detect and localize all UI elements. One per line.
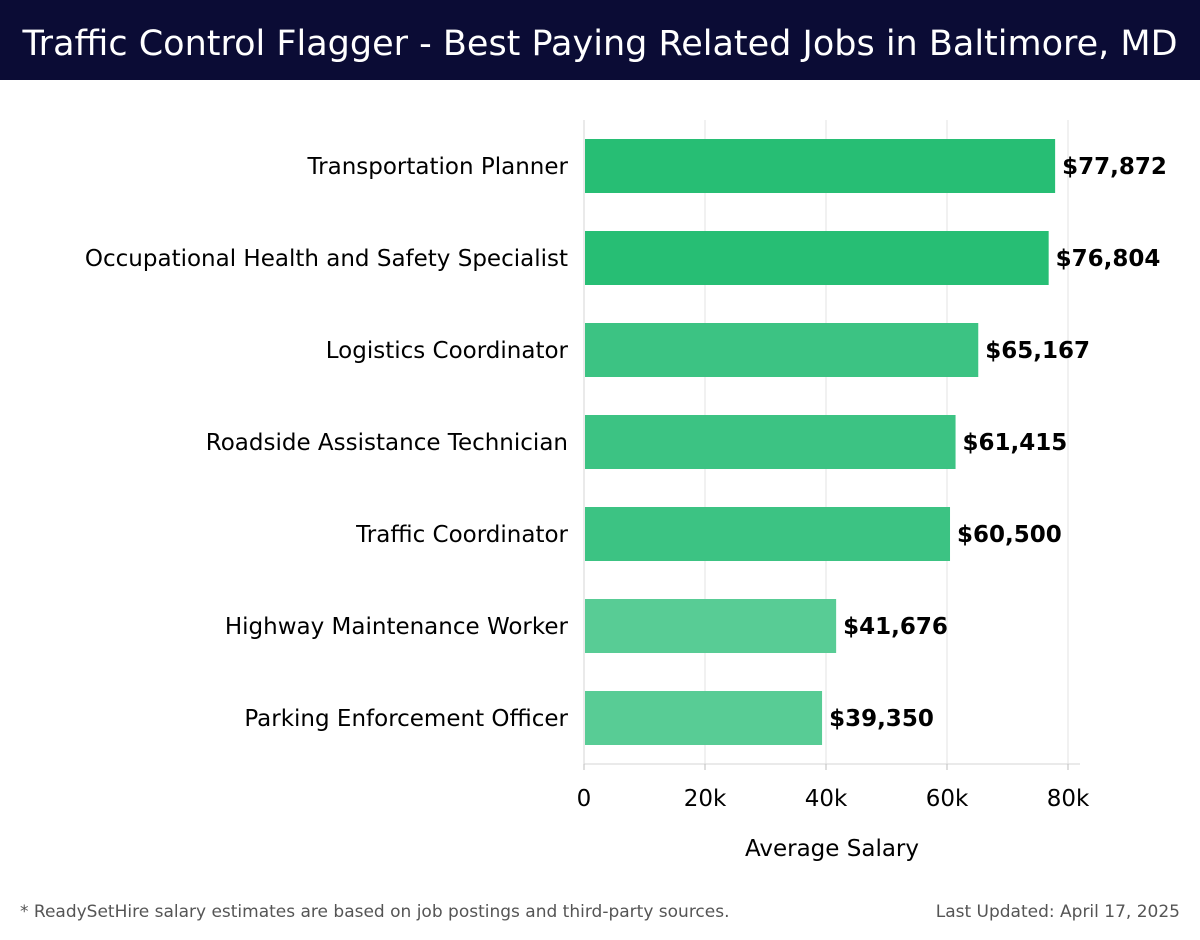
bar <box>585 139 1056 193</box>
x-tick-label: 60k <box>926 786 969 812</box>
value-label: $61,415 <box>963 430 1068 456</box>
bar-chart: Transportation Planner $77,872 Occupationa… <box>85 120 1167 862</box>
category-label: Logistics Coordinator <box>326 338 569 364</box>
x-tick-label: 0 <box>577 786 592 812</box>
category-label: Roadside Assistance Technician <box>206 430 568 456</box>
value-label: $41,676 <box>843 614 948 640</box>
x-axis: 0 20k 40k 60k 80k <box>577 120 1090 812</box>
category-label: Transportation Planner <box>306 154 568 180</box>
bar <box>585 691 823 745</box>
value-label: $76,804 <box>1056 246 1161 272</box>
header-bar <box>0 0 1200 80</box>
footnote-disclaimer: * ReadySetHire salary estimates are base… <box>20 902 730 922</box>
value-label: $77,872 <box>1062 154 1167 180</box>
x-tick-label: 20k <box>684 786 727 812</box>
x-axis-title: Average Salary <box>745 836 919 862</box>
last-updated: Last Updated: April 17, 2025 <box>935 902 1180 922</box>
category-label: Parking Enforcement Officer <box>244 706 568 732</box>
bar <box>585 323 979 377</box>
bar <box>585 231 1049 285</box>
value-label: $65,167 <box>985 338 1090 364</box>
value-label: $39,350 <box>829 706 934 732</box>
category-label: Occupational Health and Safety Specialis… <box>85 246 568 272</box>
bar <box>585 415 956 469</box>
value-label: $60,500 <box>957 522 1062 548</box>
bar <box>585 599 837 653</box>
x-tick-label: 40k <box>805 786 848 812</box>
bar <box>585 507 951 561</box>
bars: Transportation Planner $77,872 Occupationa… <box>85 139 1167 745</box>
page-title: Traffic Control Flagger - Best Paying Re… <box>22 24 1178 64</box>
x-tick-label: 80k <box>1047 786 1090 812</box>
category-label: Traffic Coordinator <box>355 522 568 548</box>
category-label: Highway Maintenance Worker <box>225 614 569 640</box>
